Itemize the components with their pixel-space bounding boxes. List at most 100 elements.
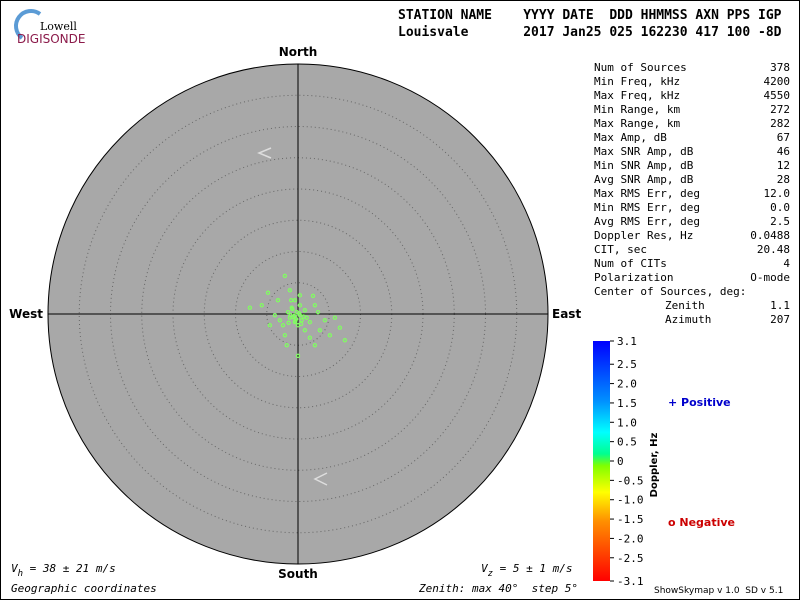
stat-label: Min Range, km: [594, 103, 680, 116]
source-point: [298, 321, 304, 327]
source-point: [302, 308, 308, 313]
colorbar-tick-label: -0.5: [617, 474, 644, 487]
stat-value: 12.0: [764, 187, 791, 200]
source-point: [293, 318, 298, 324]
chevron: [257, 147, 272, 159]
stat-value: 0.0: [770, 201, 790, 214]
legend-positive: + Positive: [668, 396, 731, 409]
stat-value: O-mode: [750, 271, 790, 284]
source-point: [288, 298, 294, 303]
source-point: [297, 293, 303, 298]
stat-value: 28: [777, 173, 790, 186]
source-point: [295, 353, 301, 359]
colorbar-tick-label: 0: [617, 455, 624, 468]
stat-value: 282: [770, 117, 790, 130]
vh: Vh = 38 ± 21 m/s: [11, 562, 116, 579]
stat-label: Avg RMS Err, deg: [594, 215, 700, 228]
source-point: [337, 325, 343, 330]
source-point: [288, 313, 293, 318]
colorbar-tick-label: -3.1: [617, 575, 644, 588]
stat-value: 20.48: [757, 243, 790, 256]
colorbar-tick-label: 1.5: [617, 397, 637, 410]
stat-label: Min SNR Amp, dB: [594, 159, 694, 172]
stat-value: 0.0488: [750, 229, 790, 242]
source-point: [259, 303, 264, 308]
source-point: [285, 309, 291, 315]
stat-value: 4: [783, 257, 790, 270]
source-point: [327, 333, 333, 338]
source-point: [307, 319, 313, 325]
center-value: 1.1: [770, 299, 790, 312]
stat-label: Avg SNR Amp, dB: [594, 173, 694, 186]
chevron: [313, 472, 328, 486]
source-point: [310, 293, 316, 299]
source-point: [342, 338, 348, 343]
source-point: [312, 303, 318, 308]
source-point: [267, 323, 273, 328]
source-point: [287, 288, 293, 293]
colorbar-tick-label: 2.5: [617, 358, 637, 371]
center-label: Azimuth: [665, 313, 711, 326]
stat-label: Doppler Res, Hz: [594, 229, 693, 242]
source-point: [304, 315, 309, 320]
source-point: [315, 309, 321, 315]
source-point: [322, 318, 328, 323]
stat-value: 2.5: [770, 215, 790, 228]
south-label: South: [278, 567, 318, 581]
stat-label: Num of Sources: [594, 61, 687, 74]
source-point: [277, 318, 283, 323]
stat-label: Polarization: [594, 271, 673, 284]
colorbar-label: Doppler, Hz: [649, 433, 660, 498]
legend-negative: o Negative: [668, 516, 735, 529]
stat-label: Num of CITs: [594, 257, 667, 270]
source-point: [299, 318, 304, 323]
source-point: [302, 328, 308, 333]
north-label: North: [279, 45, 317, 59]
logo-bottom: DIGISONDE: [17, 32, 85, 46]
stat-value: 272: [770, 103, 790, 116]
colorbar-tick-label: 2.0: [617, 378, 637, 391]
source-point: [312, 343, 318, 348]
stat-value: 4550: [764, 89, 791, 102]
stat-label: Min Freq, kHz: [594, 75, 680, 88]
source-point: [332, 315, 338, 320]
stat-value: 12: [777, 159, 790, 172]
colorbar-tick-label: -1.5: [617, 513, 644, 526]
source-point: [275, 298, 281, 303]
coords: Geographic coordinates: [11, 582, 157, 595]
stat-value: 378: [770, 61, 790, 74]
source-point: [290, 306, 295, 312]
source-point: [272, 313, 278, 318]
logo-top: Lowell: [40, 20, 77, 33]
center-title: Center of Sources, deg:: [594, 285, 746, 298]
colorbar-tick-label: 3.1: [617, 335, 637, 348]
zenith-info: Zenith: max 40° step 5°: [418, 582, 578, 595]
version: ShowSkymap v 1.0 SD v 5.1: [654, 586, 783, 596]
center-value: 207: [770, 313, 790, 326]
stat-label: Max Range, km: [594, 117, 680, 130]
colorbar-tick-label: -2.5: [617, 552, 644, 565]
colorbar: [593, 341, 610, 581]
stat-label: Max Amp, dB: [594, 131, 667, 144]
source-point: [297, 311, 302, 316]
stat-value: 67: [777, 131, 790, 144]
stat-label: Max SNR Amp, dB: [594, 145, 694, 158]
vz: Vz = 5 ± 1 m/s: [481, 562, 573, 579]
stat-label: Max Freq, kHz: [594, 89, 680, 102]
source-point: [282, 273, 288, 279]
header-line: Louisvale 2017 Jan25 025 162230 417 100 …: [398, 25, 782, 40]
colorbar-tick-label: 0.5: [617, 436, 637, 449]
header-line: STATION NAME YYYY DATE DDD HHMMSS AXN PP…: [398, 8, 782, 23]
colorbar-tick-label: -1.0: [617, 494, 644, 507]
source-point: [307, 335, 313, 340]
west-label: West: [9, 307, 43, 321]
source-point: [247, 305, 253, 310]
stat-label: Max RMS Err, deg: [594, 187, 700, 200]
source-point: [280, 323, 286, 328]
source-point: [286, 320, 291, 325]
source-point: [265, 290, 271, 295]
source-point: [317, 328, 323, 333]
source-point: [284, 343, 289, 348]
center-label: Zenith: [665, 299, 705, 312]
